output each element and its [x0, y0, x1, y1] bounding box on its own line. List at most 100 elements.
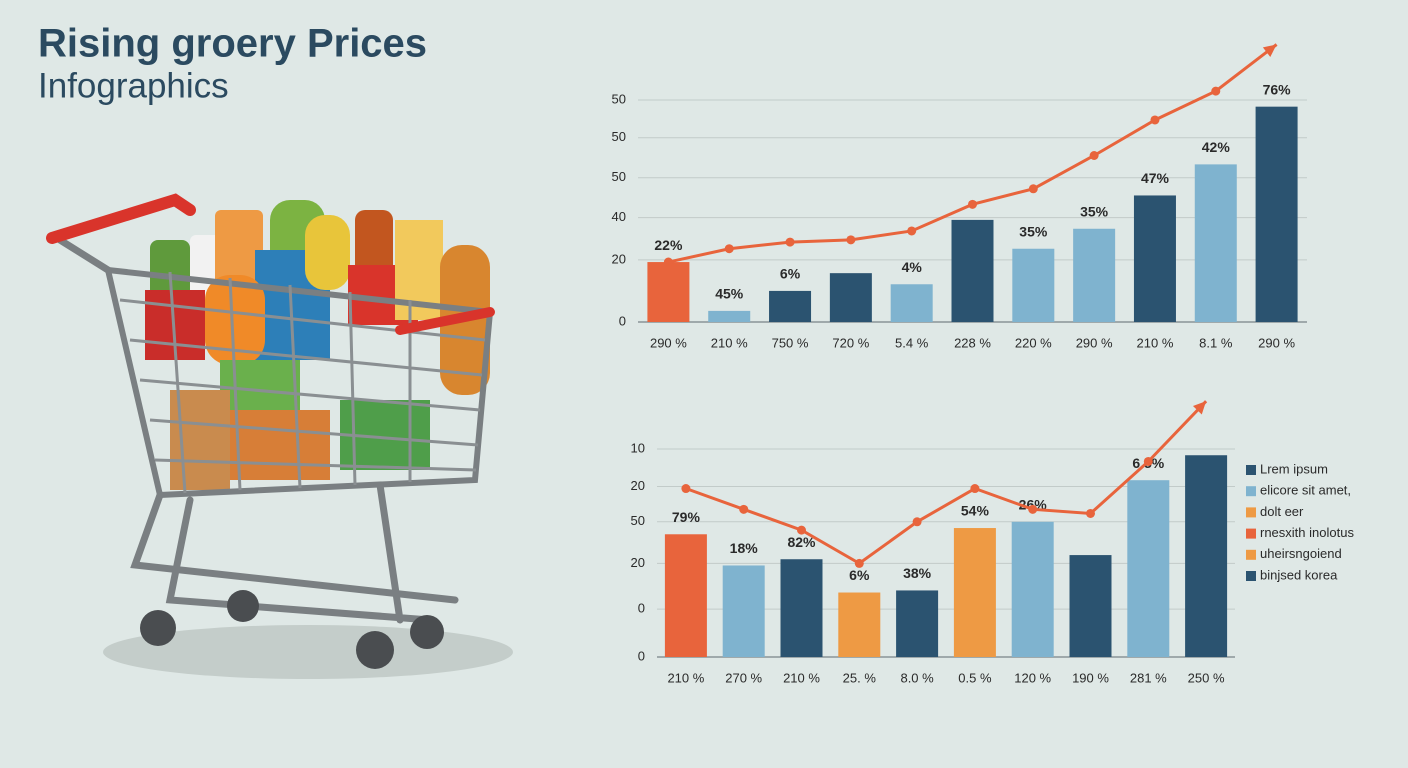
bar — [1012, 248, 1055, 322]
x-tick-label: 720 % — [832, 335, 869, 350]
trend-point — [1028, 184, 1038, 194]
x-tick-label: 250 % — [1188, 670, 1225, 685]
bar — [708, 310, 751, 322]
trend-point — [724, 244, 734, 254]
bar — [664, 534, 707, 657]
trend-point — [785, 237, 795, 247]
bar-label: 47% — [1141, 170, 1170, 186]
trend-point — [739, 504, 749, 514]
bar — [722, 565, 765, 657]
bar — [1194, 164, 1237, 322]
bar-label: 18% — [730, 540, 759, 556]
legend-label: rnesxith inolotus — [1260, 525, 1354, 540]
trend-point — [854, 558, 864, 568]
legend-swatch — [1246, 507, 1256, 518]
x-tick-label: 25. % — [843, 670, 877, 685]
title: Rising groery Prices — [38, 22, 427, 66]
bar — [890, 284, 933, 322]
x-tick-label: 290 % — [1076, 335, 1113, 350]
bar — [829, 273, 872, 322]
x-tick-label: 290 % — [650, 335, 687, 350]
trend-point — [663, 257, 673, 267]
trend-point — [1143, 456, 1153, 466]
y-tick-label: 20 — [631, 555, 645, 570]
x-tick-label: 8.1 % — [1199, 335, 1233, 350]
legend-label: elicore sit amet, — [1260, 483, 1351, 498]
wheel — [356, 631, 394, 669]
bar — [647, 262, 690, 322]
bar — [1073, 228, 1116, 322]
arrow-head — [1192, 401, 1207, 415]
trend-line — [685, 400, 1208, 566]
bar — [838, 592, 881, 657]
x-tick-label: 210 % — [667, 670, 704, 685]
x-tick-label: 5.4 % — [895, 335, 929, 350]
item — [205, 275, 265, 365]
bar-label: 38% — [903, 565, 932, 581]
trend-point — [1086, 508, 1095, 518]
bar-label: 35% — [1080, 203, 1109, 219]
bar — [896, 590, 939, 657]
y-tick-label: 50 — [631, 513, 645, 528]
x-tick-label: 210 % — [1137, 335, 1174, 350]
bar-label: 35% — [1019, 223, 1048, 239]
basket-wires — [119, 271, 486, 494]
bar — [780, 559, 823, 657]
trend-point — [1150, 115, 1160, 125]
trend-point — [970, 484, 980, 494]
bar — [953, 528, 996, 657]
wheel — [410, 615, 444, 649]
shadow — [103, 625, 513, 679]
trend-point — [968, 199, 977, 209]
legend-swatch — [1246, 549, 1256, 560]
bar-label: 79% — [672, 509, 701, 525]
legend-label: uheirsngoiend — [1260, 546, 1342, 561]
bar — [951, 219, 994, 322]
bar — [1133, 195, 1176, 322]
wheel — [227, 590, 259, 622]
trend-point — [1211, 86, 1221, 96]
y-tick-label: 20 — [612, 251, 626, 266]
wheel — [140, 610, 176, 646]
bar — [1127, 480, 1170, 657]
bar-label: 42% — [1202, 139, 1231, 155]
item — [230, 410, 330, 480]
legend-swatch — [1246, 486, 1256, 497]
x-tick-label: 290 % — [1258, 335, 1295, 350]
trend-point — [846, 235, 856, 245]
legend-swatch — [1246, 528, 1256, 539]
x-tick-label: 228 % — [954, 335, 991, 350]
bar-label: 54% — [961, 503, 990, 519]
bar — [1255, 106, 1298, 322]
y-tick-label: 50 — [612, 91, 626, 106]
x-tick-label: 220 % — [1015, 335, 1052, 350]
x-tick-label: 270 % — [725, 670, 762, 685]
trend-point — [1028, 504, 1038, 514]
bar-label: 45% — [715, 286, 744, 302]
basket — [104, 266, 494, 499]
bar — [1069, 555, 1112, 657]
trend-point — [797, 525, 806, 535]
x-tick-label: 750 % — [772, 335, 809, 350]
trend-point — [912, 517, 922, 527]
legend-swatch — [1246, 465, 1256, 475]
x-tick-label: 8.0 % — [900, 670, 934, 685]
item — [305, 215, 350, 290]
trend-point — [1089, 151, 1099, 160]
bar — [1011, 521, 1054, 657]
legend-label: Lrem ipsum — [1260, 461, 1328, 476]
x-tick-label: 0.5 % — [958, 670, 992, 685]
y-tick-label: 50 — [612, 169, 626, 184]
arrow-head — [1262, 44, 1277, 58]
x-tick-label: 210 % — [711, 335, 748, 350]
trend-point — [907, 226, 917, 236]
subtitle: Infographics — [38, 66, 229, 105]
legend-swatch — [1246, 571, 1256, 581]
cart-illustration — [46, 193, 513, 679]
y-tick-label: 10 — [631, 440, 645, 455]
y-tick-label: 0 — [638, 601, 645, 616]
bar — [769, 290, 812, 322]
trend-point — [681, 484, 691, 494]
x-tick-label: 190 % — [1072, 670, 1109, 685]
y-tick-label: 40 — [612, 209, 626, 224]
